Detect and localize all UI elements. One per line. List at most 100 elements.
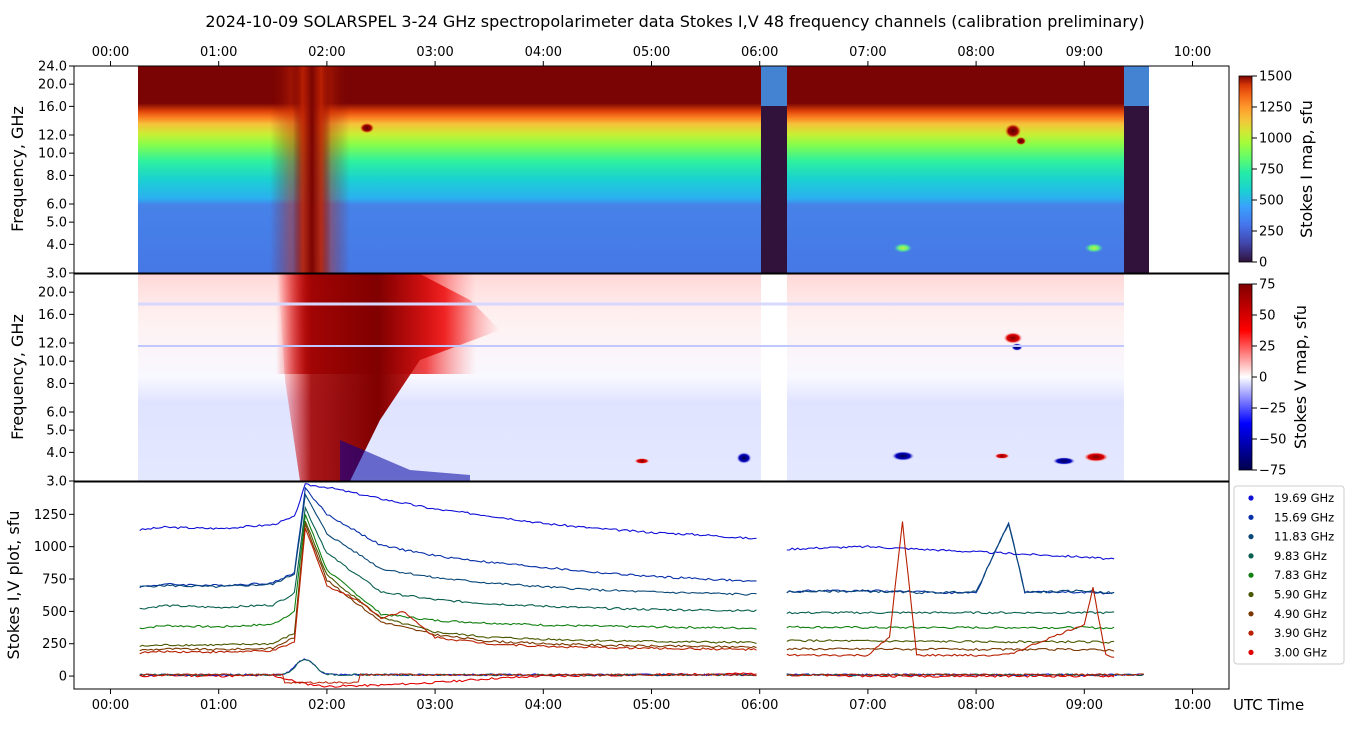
colorbar-tick-label: 1250 (1259, 101, 1292, 116)
value-tick-label: 1250 (34, 508, 67, 523)
stokes-v-trace (139, 658, 1144, 677)
stokes-v-colorbar-label: Stokes V map, sfu (1291, 305, 1310, 449)
series-line-5-90-GHz (139, 520, 1115, 648)
freq-tick-label: 10.0 (38, 147, 67, 162)
colorbar-tick-label: 25 (1259, 340, 1276, 355)
stokes-v-panel: Frequency, GHz 3.0 4.0 5.0 6.0 8.0 10.0 12.0 16… (8, 273, 1230, 490)
colorbar-tick-label: 750 (1259, 163, 1284, 178)
stokes-i-panel: Frequency, GHz 3.0 4.0 5.0 6.0 8.0 10.0 12.0 16… (8, 60, 1230, 282)
x-tick-label-top: 03:00 (416, 45, 453, 60)
colorbar-tick-label: 250 (1259, 225, 1284, 240)
stokes-i-burst-0820 (1005, 124, 1021, 138)
stokes-i-colorbar-bar (1238, 75, 1253, 263)
stokes-v-flare-negative (340, 440, 470, 481)
value-tick-label: 1000 (34, 540, 67, 555)
freq-tick-label: 16.0 (38, 100, 67, 115)
series-line-9-83-GHz (139, 505, 1115, 615)
series-line-11-83-GHz (139, 492, 1115, 596)
stokes-i-ylabel: Frequency, GHz (8, 106, 27, 232)
legend-label: 5.90 GHz (1274, 588, 1327, 602)
stokes-v-frame (73, 273, 1230, 482)
series-line-4-90-GHz (139, 523, 1115, 652)
legend-label: 15.69 GHz (1274, 510, 1334, 524)
colorbar-tick-label: 0 (1259, 256, 1267, 271)
colorbar-tick-label: 75 (1259, 278, 1276, 293)
legend-marker (1248, 553, 1254, 559)
colorbar-tick-label: 1000 (1259, 132, 1292, 147)
series-line-7-83-GHz (139, 514, 1115, 630)
x-tick-label-top: 07:00 (849, 45, 886, 60)
value-tick-label: 0 (59, 670, 67, 685)
stokes-plot-ylabel: Stokes I,V plot, sfu (4, 511, 23, 660)
series-line-3-90-GHz (139, 521, 1115, 658)
stokes-v-event-0545 (736, 452, 752, 464)
stokes-i-event-0905 (1084, 243, 1104, 253)
x-tick-label-top: 06:00 (741, 45, 778, 60)
legend-marker (1248, 514, 1254, 520)
x-tick-label-top: 09:00 (1066, 45, 1103, 60)
x-tick-label-top: 04:00 (525, 45, 562, 60)
x-tick-label-top: 10:00 (1174, 45, 1211, 60)
freq-tick-label: 4.0 (46, 238, 67, 253)
stokes-i-flare-core (293, 66, 331, 273)
x-tick-label-bottom: 05:00 (633, 698, 670, 713)
stokes-i-gap-1-top (761, 66, 787, 106)
series-line-19-69-GHz (139, 483, 1115, 561)
legend-marker (1248, 591, 1254, 598)
legend-box (1233, 485, 1345, 665)
freq-tick-label: 6.0 (46, 198, 67, 213)
x-tick-label-top: 02:00 (308, 45, 345, 60)
freq-tick-label: 6.0 (46, 406, 67, 421)
stokes-v-trace (139, 659, 1145, 677)
stokes-v-event-0815 (994, 453, 1010, 459)
legend-marker (1248, 630, 1254, 636)
stokes-i-gap-2-top (1124, 66, 1149, 106)
legend-marker (1248, 611, 1254, 617)
x-tick-label-bottom: 08:00 (957, 698, 994, 713)
freq-tick-label: 24.0 (38, 60, 67, 75)
stokes-i-burst-0825 (1016, 137, 1026, 145)
x-tick-label-bottom: 06:00 (741, 698, 778, 713)
stokes-v-ylabel: Frequency, GHz (8, 314, 27, 440)
colorbar-tick-label: 0 (1259, 371, 1267, 386)
legend-label: 3.00 GHz (1274, 645, 1327, 659)
x-axis-label: UTC Time (1233, 696, 1304, 714)
stokes-v-burst-0820 (1003, 332, 1023, 344)
stokes-plot-panel: Stokes I,V plot, sfu 025050075010001250 … (4, 481, 1304, 714)
legend-marker (1248, 572, 1254, 578)
x-tick-label-bottom: 07:00 (849, 698, 886, 713)
freq-tick-label: 20.0 (38, 286, 67, 301)
stokes-v-event-0450 (634, 458, 650, 464)
freq-tick-label: 16.0 (38, 308, 67, 323)
freq-tick-label: 3.0 (46, 267, 67, 282)
colorbar-tick-label: −75 (1259, 464, 1286, 479)
freq-tick-label: 12.0 (38, 129, 67, 144)
x-tick-label-bottom: 03:00 (416, 698, 453, 713)
x-tick-label-top: 00:00 (92, 45, 129, 60)
legend-label: 3.90 GHz (1274, 626, 1327, 640)
stokes-i-burst-0221 (360, 123, 374, 133)
stokes-i-map-segment-1 (138, 66, 761, 273)
legend-label: 9.83 GHz (1274, 549, 1327, 563)
x-tick-label-top: 05:00 (633, 45, 670, 60)
colorbar-tick-label: 1500 (1259, 70, 1292, 85)
legend: 19.69 GHz 15.69 GHz 11.83 GHz 9.83 GHz 7.83 … (1233, 485, 1345, 665)
freq-tick-label: 5.0 (46, 216, 67, 231)
stokes-v-gap-1 (761, 274, 787, 481)
legend-label: 4.90 GHz (1274, 607, 1327, 621)
value-tick-label: 250 (42, 637, 67, 652)
colorbar-tick-label: 500 (1259, 194, 1284, 209)
stokes-v-event-0900 (1052, 457, 1076, 465)
figure-title: 2024-10-09 SOLARSPEL 3-24 GHz spectropol… (205, 12, 1144, 31)
stokes-i-map-segment-2 (787, 66, 1124, 273)
stokes-v-event-0720 (891, 451, 915, 461)
freq-tick-label: 4.0 (46, 446, 67, 461)
x-tick-label-top: 01:00 (200, 45, 237, 60)
freq-tick-label: 10.0 (38, 355, 67, 370)
freq-tick-label: 20.0 (38, 78, 67, 93)
legend-label: 11.83 GHz (1274, 530, 1334, 544)
freq-tick-label: 8.0 (46, 377, 67, 392)
legend-label: 19.69 GHz (1274, 491, 1334, 505)
